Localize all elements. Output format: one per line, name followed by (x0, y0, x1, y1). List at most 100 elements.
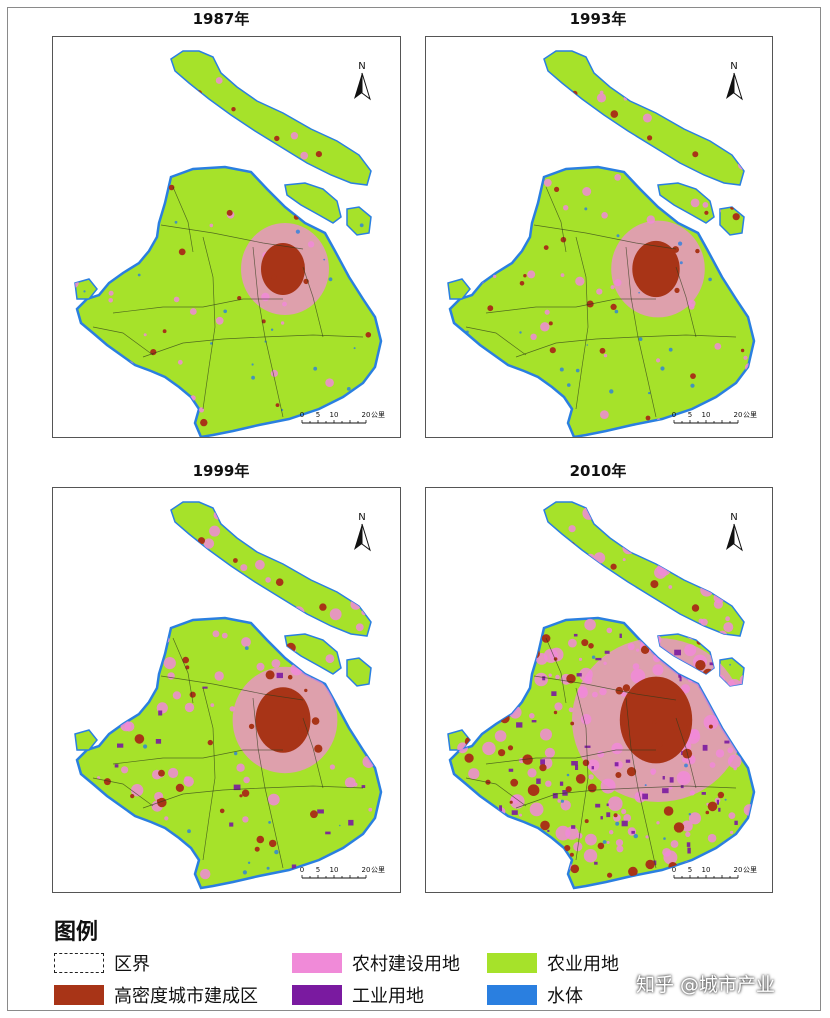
industrial-patch (531, 720, 537, 723)
industrial-patch (573, 633, 578, 637)
industrial-patch (594, 861, 598, 865)
town-patch (517, 827, 530, 839)
rural-patch (267, 793, 280, 806)
rural-patch (349, 197, 356, 204)
rural-patch (645, 835, 649, 839)
rural-patch (272, 541, 280, 549)
rural-patch (325, 654, 335, 664)
rural-patch (609, 433, 615, 437)
town-patch (645, 859, 655, 870)
rural-patch (449, 580, 453, 585)
water-patch (127, 839, 132, 844)
industrial-patch (509, 651, 515, 656)
rural-patch (279, 534, 286, 541)
rural-patch (516, 837, 525, 846)
rural-patch (168, 767, 179, 779)
district-boundary (533, 675, 677, 701)
rural-patch (662, 526, 676, 540)
rural-patch (717, 630, 728, 640)
town-patch (462, 648, 472, 657)
rural-patch (568, 525, 576, 533)
industrial-patch (604, 650, 610, 654)
rural-patch (149, 151, 157, 160)
rural-patch (519, 858, 524, 863)
rural-patch (681, 820, 693, 832)
rural-patch (644, 629, 648, 633)
water-patch (511, 707, 515, 711)
water-patch (638, 291, 640, 294)
rural-patch (279, 617, 291, 628)
town-patch (156, 799, 161, 803)
water-patch (324, 863, 329, 868)
rural-patch (493, 274, 497, 279)
north-arrow: N (354, 61, 371, 101)
rural-patch (89, 716, 96, 724)
district-boundary (625, 246, 657, 418)
legend-item-water: 水体 (487, 982, 583, 1008)
rural-patch (614, 174, 622, 181)
town-patch (198, 537, 205, 545)
industrial-patch (702, 744, 708, 751)
rural-patch (545, 780, 552, 787)
water-patch (113, 209, 118, 215)
rural-patch (240, 564, 248, 572)
rural-patch (103, 597, 116, 609)
town-patch (584, 819, 589, 824)
rural-patch (596, 288, 603, 295)
rural-patch (510, 794, 520, 804)
rural-patch (97, 776, 101, 780)
district-boundary (533, 224, 677, 250)
rural-patch (568, 638, 577, 648)
water-patch (615, 821, 620, 826)
industrial-patch (516, 722, 523, 728)
water-patch (274, 849, 279, 855)
rural-patch (555, 825, 571, 841)
industrial-patch (734, 820, 738, 825)
town-patch (519, 281, 525, 286)
rural-patch (146, 120, 151, 125)
water-patch (668, 347, 673, 352)
rural-patch (511, 659, 523, 670)
water-patch (731, 719, 736, 723)
rural-patch (215, 316, 224, 325)
town-patch (732, 213, 740, 221)
district-boundary (515, 785, 737, 809)
rural-patch (729, 830, 734, 835)
rural-patch (290, 550, 300, 560)
water-patch (609, 389, 614, 394)
town-patch (175, 783, 184, 792)
rural-patch (552, 161, 556, 165)
water-patch (566, 773, 570, 777)
scale-tick-label: 20 (362, 866, 371, 874)
urban-swatch (54, 985, 104, 1005)
land-use-map-1993: N 0 5 10 20 公里 (447, 50, 757, 437)
water-patch (142, 203, 147, 208)
rural-patch (745, 660, 751, 666)
town-patch (543, 245, 549, 251)
rural-patch (457, 178, 467, 188)
town-patch (736, 265, 745, 274)
rural-patch (482, 741, 496, 756)
legend-item-industrial: 工业用地 (292, 982, 424, 1008)
industrial-patch (117, 743, 124, 748)
town-patch (239, 794, 243, 798)
rural-patch (350, 599, 362, 610)
scale-tick-label: 20 (734, 866, 743, 874)
map-panel-1987: N 0 5 10 20 公里 (52, 36, 401, 438)
water-patch (684, 763, 688, 768)
scale-bar: 0 5 10 20 公里 (300, 866, 385, 879)
industrial-patch (155, 739, 162, 744)
rural-patch (325, 378, 334, 388)
rural-patch (280, 321, 285, 325)
industrial-patch (551, 691, 557, 696)
district-boundary (202, 687, 216, 861)
town-patch (310, 810, 318, 819)
rural-patch (746, 59, 754, 69)
district-boundary (515, 334, 737, 358)
legend-item-urban: 高密度城市建成区 (54, 982, 258, 1008)
rural-patch (715, 585, 722, 592)
town-patch (640, 645, 650, 654)
rural-patch (513, 578, 529, 594)
rural-patch (635, 70, 639, 73)
rural-patch (469, 621, 476, 628)
